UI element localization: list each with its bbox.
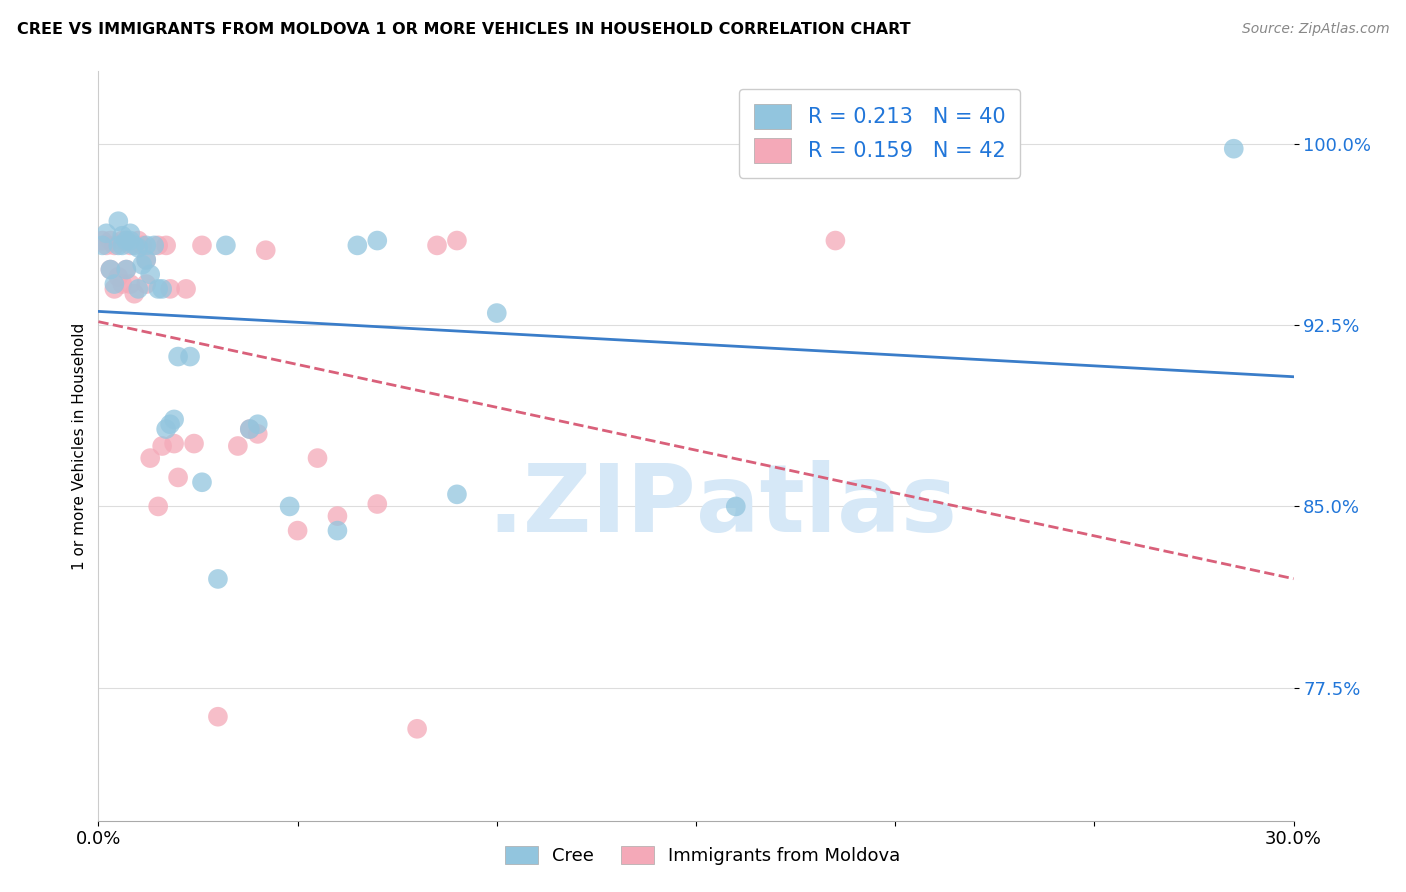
Point xyxy=(148,238,170,252)
Point xyxy=(127,241,149,255)
Point xyxy=(239,422,262,436)
Point xyxy=(139,451,162,466)
Point xyxy=(107,238,129,252)
Point xyxy=(96,238,118,252)
Point xyxy=(131,258,153,272)
Legend: R = 0.213   N = 40, R = 0.159   N = 42: R = 0.213 N = 40, R = 0.159 N = 42 xyxy=(740,89,1021,178)
Point xyxy=(120,277,142,291)
Point xyxy=(226,439,249,453)
Point xyxy=(215,238,238,252)
Point xyxy=(103,282,125,296)
Point xyxy=(135,252,157,267)
Text: atlas: atlas xyxy=(696,460,957,552)
Point xyxy=(96,227,118,241)
Point xyxy=(167,470,190,484)
Point xyxy=(98,262,122,277)
Point xyxy=(246,426,269,441)
Point xyxy=(191,238,214,252)
Point xyxy=(148,282,170,296)
Point xyxy=(124,238,146,252)
Point xyxy=(155,238,177,252)
Text: .ZIP: .ZIP xyxy=(488,460,696,552)
Point xyxy=(246,417,269,432)
Point xyxy=(98,234,122,248)
Point xyxy=(115,234,138,248)
Point xyxy=(135,277,157,291)
Point xyxy=(150,439,173,453)
Point xyxy=(103,277,125,291)
Point xyxy=(824,234,846,248)
Text: Source: ZipAtlas.com: Source: ZipAtlas.com xyxy=(1241,22,1389,37)
Point xyxy=(174,282,197,296)
Point xyxy=(326,524,349,538)
Point xyxy=(127,282,149,296)
Point xyxy=(148,500,170,514)
Point xyxy=(287,524,309,538)
Point xyxy=(127,234,149,248)
Text: CREE VS IMMIGRANTS FROM MOLDOVA 1 OR MORE VEHICLES IN HOUSEHOLD CORRELATION CHAR: CREE VS IMMIGRANTS FROM MOLDOVA 1 OR MOR… xyxy=(17,22,911,37)
Point xyxy=(120,227,142,241)
Point xyxy=(107,214,129,228)
Point xyxy=(446,487,468,501)
Point xyxy=(163,412,186,426)
Point xyxy=(135,238,157,252)
Point xyxy=(159,282,181,296)
Point xyxy=(150,282,173,296)
Point xyxy=(120,234,142,248)
Point xyxy=(207,572,229,586)
Point xyxy=(135,252,157,267)
Point xyxy=(183,436,205,450)
Point xyxy=(115,262,138,277)
Point xyxy=(91,238,114,252)
Point xyxy=(1223,142,1246,156)
Point xyxy=(179,350,201,364)
Point xyxy=(143,238,166,252)
Point xyxy=(115,262,138,277)
Point xyxy=(366,497,388,511)
Point xyxy=(307,451,329,466)
Point xyxy=(91,234,114,248)
Point xyxy=(120,238,142,252)
Point xyxy=(366,234,388,248)
Point xyxy=(155,422,177,436)
Point xyxy=(163,436,186,450)
Point xyxy=(326,509,349,524)
Point xyxy=(724,500,747,514)
Legend: Cree, Immigrants from Moldova: Cree, Immigrants from Moldova xyxy=(496,837,910,874)
Point xyxy=(107,269,129,284)
Point xyxy=(111,238,134,252)
Point xyxy=(111,234,134,248)
Point xyxy=(111,277,134,291)
Point xyxy=(159,417,181,432)
Point xyxy=(191,475,214,490)
Point xyxy=(111,228,134,243)
Point xyxy=(139,268,162,282)
Point xyxy=(124,286,146,301)
Y-axis label: 1 or more Vehicles in Household: 1 or more Vehicles in Household xyxy=(72,322,87,570)
Point xyxy=(446,234,468,248)
Point xyxy=(98,262,122,277)
Point xyxy=(278,500,301,514)
Point xyxy=(485,306,508,320)
Point xyxy=(346,238,368,252)
Point xyxy=(167,350,190,364)
Point xyxy=(239,422,262,436)
Point xyxy=(131,238,153,252)
Point xyxy=(254,244,277,258)
Point xyxy=(103,238,125,252)
Point xyxy=(115,234,138,248)
Point xyxy=(426,238,449,252)
Point xyxy=(406,722,429,736)
Point xyxy=(207,709,229,723)
